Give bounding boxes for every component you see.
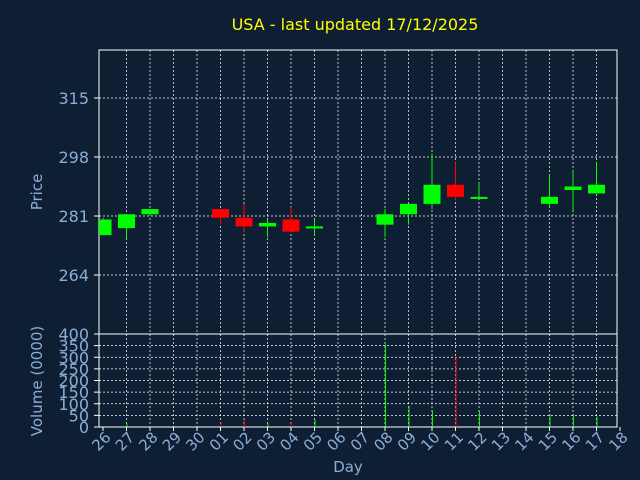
- candle: [400, 203, 417, 225]
- volume-tick-label: 100: [58, 395, 89, 414]
- candle: [306, 219, 323, 236]
- day-axis-ticks: 2627282930010203040506070809101112131415…: [88, 427, 632, 455]
- volume-tick-label: 50: [69, 406, 89, 425]
- candle-body: [400, 203, 417, 215]
- candle-body: [99, 219, 112, 236]
- candle-body: [376, 214, 394, 225]
- price-tick-label: 298: [58, 148, 89, 167]
- candle: [282, 207, 300, 232]
- candle: [423, 153, 441, 210]
- candle-body: [423, 184, 441, 204]
- candle: [99, 217, 112, 236]
- candle-body: [470, 196, 488, 199]
- volume-axis-label: Volume (0000): [28, 326, 46, 436]
- day-tick-label: 04: [276, 428, 302, 454]
- day-tick-label: 16: [558, 428, 584, 454]
- day-tick-label: 26: [88, 428, 114, 454]
- price-tick-label: 315: [58, 89, 89, 108]
- candle: [235, 203, 253, 232]
- candle: [541, 174, 558, 206]
- volume-grid: [99, 334, 617, 427]
- day-tick-label: 08: [370, 428, 396, 454]
- day-tick-label: 17: [582, 428, 608, 454]
- candle: [376, 209, 394, 237]
- price-axis-ticks: 264 281 298 315: [58, 89, 99, 285]
- candle: [470, 183, 488, 199]
- day-tick-label: 28: [135, 428, 161, 454]
- chart-title: USA - last updated 17/12/2025: [232, 15, 479, 34]
- candle-body: [212, 209, 229, 218]
- candle-body: [588, 184, 605, 194]
- day-tick-label: 29: [159, 428, 185, 454]
- day-tick-label: 06: [323, 428, 349, 454]
- day-tick-label: 14: [511, 428, 537, 454]
- volume-tick-label: 300: [58, 348, 89, 367]
- day-tick-label: 07: [347, 428, 373, 454]
- candle-body: [564, 186, 582, 190]
- candle-body: [447, 184, 464, 197]
- day-tick-label: 10: [417, 428, 443, 454]
- candle: [141, 209, 159, 216]
- candle-body: [282, 219, 300, 232]
- day-tick-label: 03: [253, 428, 279, 454]
- day-tick-label: 01: [206, 428, 232, 454]
- candle: [118, 214, 135, 239]
- candle-body: [541, 196, 558, 204]
- price-tick-label: 264: [58, 266, 89, 285]
- candle-body: [306, 226, 323, 229]
- day-tick-label: 13: [488, 428, 514, 454]
- day-tick-label: 15: [535, 428, 561, 454]
- day-tick-label: 05: [300, 428, 326, 454]
- candlesticks: [99, 153, 605, 239]
- candle-body: [259, 222, 276, 227]
- candle-body: [118, 214, 135, 229]
- day-tick-label: 30: [182, 428, 208, 454]
- candle: [212, 209, 229, 225]
- volume-tick-label: 250: [58, 360, 89, 379]
- volume-bars: [126, 344, 598, 427]
- volume-tick-label: 350: [58, 337, 89, 356]
- day-tick-label: 09: [394, 428, 420, 454]
- volume-tick-label: 0: [79, 418, 89, 437]
- day-tick-label: 18: [605, 428, 631, 454]
- candle: [588, 162, 605, 194]
- price-axis-label: Price: [28, 174, 46, 211]
- volume-tick-label: 400: [58, 325, 89, 344]
- price-grid: [99, 50, 617, 334]
- volume-tick-label: 200: [58, 372, 89, 391]
- price-plot-frame: [98, 49, 618, 335]
- day-tick-label: 11: [441, 428, 467, 454]
- candle-body: [141, 209, 159, 215]
- candle: [564, 170, 582, 211]
- volume-tick-label: 150: [58, 383, 89, 402]
- day-tick-label: 12: [464, 428, 490, 454]
- candle: [447, 162, 464, 201]
- day-tick-label: 27: [112, 428, 138, 454]
- candle: [259, 219, 276, 237]
- candle-body: [235, 217, 253, 227]
- price-tick-label: 281: [58, 207, 89, 226]
- day-axis-label: Day: [333, 458, 363, 476]
- day-tick-label: 02: [229, 428, 255, 454]
